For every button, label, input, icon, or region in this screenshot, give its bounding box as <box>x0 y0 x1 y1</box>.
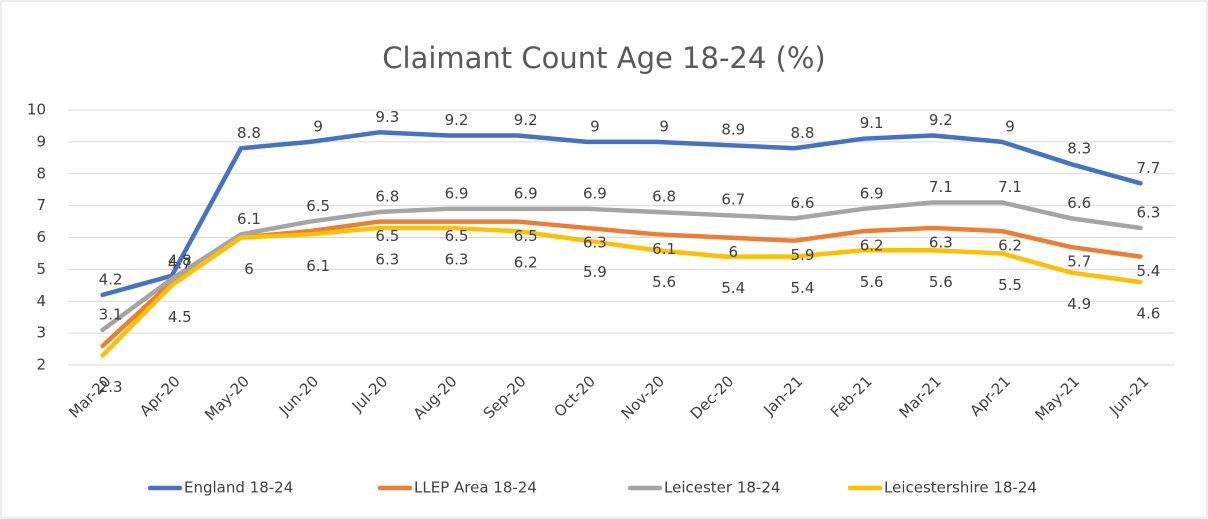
data-label: 4.6 <box>1136 305 1160 323</box>
legend-label: England 18-24 <box>184 479 293 497</box>
y-tick-label: 8 <box>36 164 46 182</box>
data-label: 8.3 <box>1067 140 1091 158</box>
data-label: 5.7 <box>1067 253 1091 271</box>
data-label: 9.2 <box>929 111 953 129</box>
data-label: 8.8 <box>237 124 261 142</box>
data-label: 7.7 <box>1136 159 1160 177</box>
data-label: 5.5 <box>998 276 1022 294</box>
data-label: 4.5 <box>168 308 192 326</box>
data-label: 5.6 <box>860 273 884 291</box>
legend-label: LLEP Area 18-24 <box>414 479 537 497</box>
data-label: 6.5 <box>375 227 399 245</box>
data-label: 9 <box>590 117 600 135</box>
y-tick-label: 6 <box>36 228 46 246</box>
legend-label: Leicester 18-24 <box>664 479 780 497</box>
data-label: 8.8 <box>791 124 815 142</box>
y-tick-label: 2 <box>36 356 46 374</box>
data-label: 9 <box>659 117 669 135</box>
data-label: 6.7 <box>721 191 745 209</box>
y-tick-label: 10 <box>27 101 46 119</box>
data-label: 4.9 <box>1067 295 1091 313</box>
data-label: 5.4 <box>721 279 745 297</box>
data-label: 6.1 <box>237 210 261 228</box>
data-label: 6.9 <box>514 184 538 202</box>
data-label: 7.1 <box>998 178 1022 196</box>
data-label: 4.8 <box>168 251 192 269</box>
data-label: 9.2 <box>445 111 469 129</box>
data-label: 6.2 <box>514 254 538 272</box>
data-label: 5.6 <box>652 273 676 291</box>
data-label: 9.1 <box>860 114 884 132</box>
data-label: 6.6 <box>791 194 815 212</box>
chart-title: Claimant Count Age 18-24 (%) <box>382 41 825 75</box>
data-label: 9.3 <box>375 108 399 126</box>
data-label: 6.6 <box>1067 194 1091 212</box>
data-label: 3.1 <box>99 305 123 323</box>
data-label: 6.5 <box>514 227 538 245</box>
data-label: 6.2 <box>860 237 884 255</box>
data-label: 5.6 <box>929 273 953 291</box>
data-label: 8.9 <box>721 121 745 139</box>
data-label: 6.5 <box>306 197 330 215</box>
data-label: 6.2 <box>998 237 1022 255</box>
data-label: 5.4 <box>791 279 815 297</box>
data-label: 6.8 <box>652 188 676 206</box>
data-label: 5.9 <box>583 263 607 281</box>
data-label: 6.9 <box>860 184 884 202</box>
data-label: 6 <box>729 243 739 261</box>
legend-label: Leicestershire 18-24 <box>884 479 1037 497</box>
y-tick-label: 7 <box>36 196 46 214</box>
data-label: 2.3 <box>99 378 123 396</box>
data-label: 6.9 <box>445 184 469 202</box>
data-label: 6.1 <box>306 257 330 275</box>
data-label: 6.3 <box>583 233 607 251</box>
y-tick-label: 9 <box>36 132 46 150</box>
data-label: 9 <box>1005 117 1015 135</box>
y-tick-label: 5 <box>36 260 46 278</box>
data-label: 6.3 <box>1136 203 1160 221</box>
data-label: 6.1 <box>652 240 676 258</box>
y-tick-label: 4 <box>36 292 46 310</box>
data-label: 9.2 <box>514 111 538 129</box>
data-label: 7.1 <box>929 178 953 196</box>
data-label: 6.3 <box>375 250 399 268</box>
data-label: 6.9 <box>583 184 607 202</box>
series-line <box>100 200 1143 333</box>
y-tick-label: 3 <box>36 324 46 342</box>
data-label: 6.8 <box>375 188 399 206</box>
data-label: 4.7 <box>168 254 192 272</box>
series-line <box>100 130 1143 298</box>
series-line <box>100 225 1143 358</box>
data-label: 6.3 <box>929 233 953 251</box>
data-label: 6.5 <box>445 227 469 245</box>
data-label: 6.3 <box>445 250 469 268</box>
data-label: 9 <box>313 117 323 135</box>
data-label: 5.4 <box>1136 262 1160 280</box>
data-label: 4.2 <box>99 270 123 288</box>
data-label: 6 <box>244 260 254 278</box>
data-label: 5.9 <box>791 246 815 264</box>
